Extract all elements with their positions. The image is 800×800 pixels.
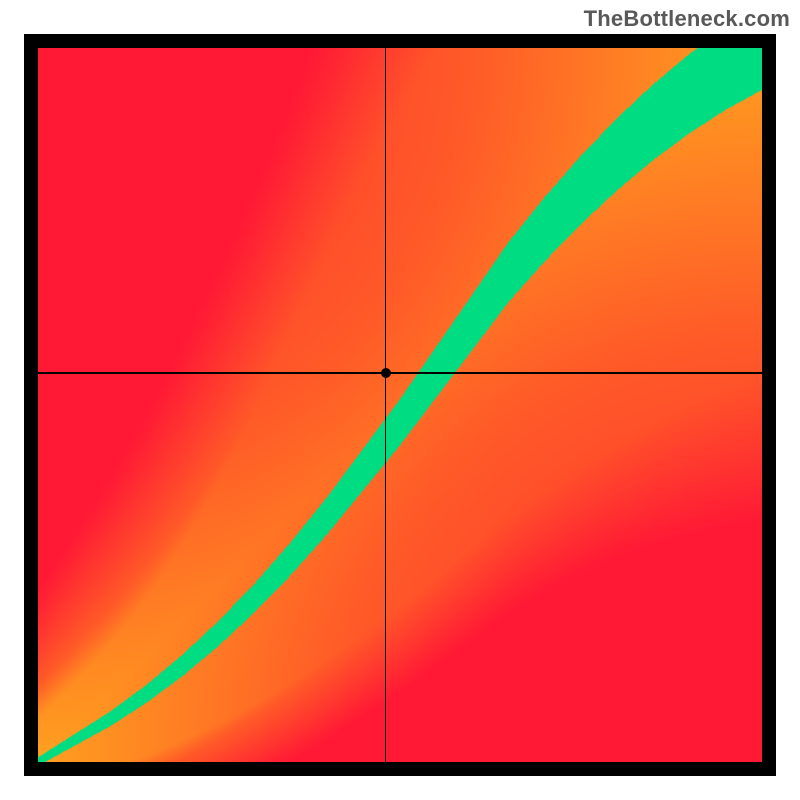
crosshair-marker [381,368,391,378]
watermark-text: TheBottleneck.com [584,6,790,32]
crosshair-vertical [385,48,387,762]
crosshair-horizontal [38,372,762,374]
bottleneck-heatmap [38,48,762,762]
